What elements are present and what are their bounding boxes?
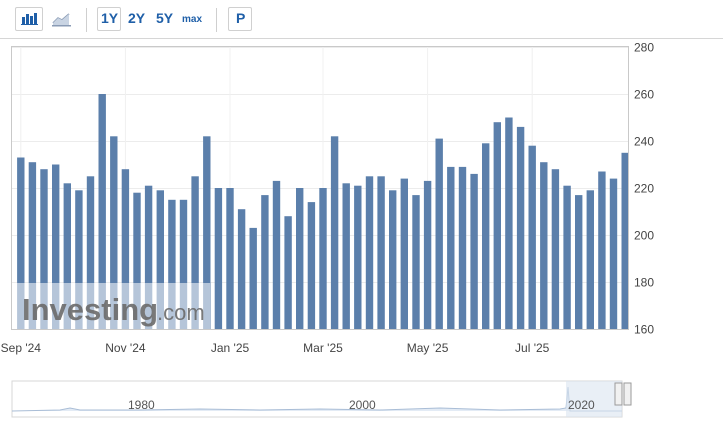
navigator-selection[interactable] xyxy=(566,381,622,417)
watermark-bg xyxy=(14,283,210,329)
y-tick-label: 280 xyxy=(634,41,654,55)
x-tick-label: Mar '25 xyxy=(303,341,343,355)
line-chart-button[interactable] xyxy=(49,9,75,31)
bar xyxy=(377,176,385,330)
navigator-frame xyxy=(11,380,623,418)
bar-chart-button[interactable] xyxy=(15,7,43,31)
bar xyxy=(516,126,525,330)
range-max-button[interactable]: max xyxy=(182,14,203,25)
bar xyxy=(296,188,304,329)
bar-series xyxy=(17,94,629,330)
toolbar-separator xyxy=(86,8,87,32)
bar xyxy=(52,164,60,329)
bar xyxy=(214,188,223,329)
p-button-label: P xyxy=(236,10,246,26)
bar xyxy=(156,190,164,329)
bar xyxy=(400,178,408,329)
bar xyxy=(493,122,501,329)
y-tick-label: 180 xyxy=(634,276,654,290)
bar xyxy=(342,183,350,329)
navigator-handle-left[interactable] xyxy=(614,382,623,406)
investing-watermark: Investing .com xyxy=(14,283,210,329)
bar xyxy=(330,136,339,329)
bar xyxy=(226,188,234,329)
bar xyxy=(28,162,37,329)
bar xyxy=(272,180,281,329)
bar xyxy=(307,202,316,329)
bar xyxy=(609,178,618,329)
y-tick-label: 160 xyxy=(634,323,654,337)
bar xyxy=(423,180,432,329)
plot-border xyxy=(11,46,629,330)
bar xyxy=(98,94,106,329)
bar xyxy=(110,136,118,329)
bar xyxy=(482,143,490,329)
bar xyxy=(284,216,292,329)
bar xyxy=(575,195,583,329)
bar xyxy=(261,195,269,329)
p-button[interactable]: P xyxy=(228,7,252,31)
bar xyxy=(191,176,199,330)
bar xyxy=(133,192,141,329)
bar xyxy=(17,157,25,329)
bar xyxy=(203,136,211,329)
bar xyxy=(621,152,629,330)
bar xyxy=(86,176,95,330)
bar xyxy=(144,185,153,329)
bar xyxy=(586,190,594,329)
bar xyxy=(470,173,478,329)
watermark-suffix: .com xyxy=(157,300,205,325)
navigator-label-1980: 1980 xyxy=(128,398,155,412)
bar xyxy=(63,183,71,329)
bar xyxy=(563,185,571,329)
bar xyxy=(179,199,188,330)
range-2y-button[interactable]: 2Y xyxy=(128,10,146,26)
bar xyxy=(435,138,443,329)
x-tick-label: May '25 xyxy=(407,341,449,355)
toolbar-separator xyxy=(216,8,217,32)
bar xyxy=(319,188,327,329)
y-tick-label: 200 xyxy=(634,229,654,243)
watermark-text: Investing xyxy=(22,292,158,327)
chart-area: Investing .com 160 180 200 220 240 260 280 Sep… xyxy=(0,38,723,360)
x-tick-label: Nov '24 xyxy=(105,341,146,355)
bar xyxy=(412,195,420,329)
bar xyxy=(354,185,362,329)
bar-chart-icon xyxy=(21,13,38,25)
range-1y-label: 1Y xyxy=(101,10,119,26)
x-axis: Sep '24 Nov '24 Jan '25 Mar '25 May '25 Jul '… xyxy=(1,341,550,355)
bar xyxy=(249,227,257,329)
x-tick-label: Jul '25 xyxy=(515,341,550,355)
y-tick-label: 220 xyxy=(634,182,654,196)
range-5y-button[interactable]: 5Y xyxy=(156,10,174,26)
time-navigator[interactable]: 1980 2000 2020 xyxy=(0,375,723,422)
bar xyxy=(447,166,455,329)
line-chart-icon xyxy=(52,13,71,27)
bar xyxy=(168,199,176,330)
navigator-label-2020: 2020 xyxy=(568,398,595,412)
bar xyxy=(75,190,83,329)
bar xyxy=(237,209,246,329)
bar xyxy=(505,117,513,329)
navigator-svg: 1980 2000 2020 xyxy=(11,380,632,418)
bar xyxy=(40,169,48,329)
bar xyxy=(121,169,130,329)
y-axis: 160 180 200 220 240 260 280 xyxy=(634,41,654,337)
navigator-handle-right[interactable] xyxy=(623,382,632,406)
y-tick-label: 260 xyxy=(634,88,654,102)
bar xyxy=(598,171,606,329)
x-tick-label: Jan '25 xyxy=(211,341,250,355)
navigator-label-2000: 2000 xyxy=(349,398,376,412)
bar xyxy=(389,190,397,329)
range-1y-button[interactable]: 1Y xyxy=(97,7,121,31)
bar-chart: Investing .com 160 180 200 220 240 260 280 Sep… xyxy=(1,41,655,356)
y-tick-label: 240 xyxy=(634,135,654,149)
bar xyxy=(365,176,374,330)
bar xyxy=(551,169,560,329)
chart-toolbar: 1Y 2Y 5Y max P xyxy=(0,0,723,39)
x-tick-label: Sep '24 xyxy=(1,341,42,355)
bar xyxy=(528,145,536,329)
bar xyxy=(540,162,548,329)
bar xyxy=(458,166,467,329)
